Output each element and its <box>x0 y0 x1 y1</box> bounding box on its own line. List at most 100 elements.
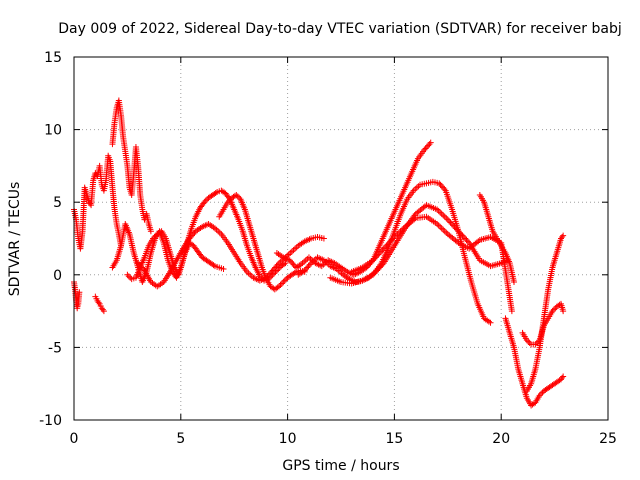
y-tick-label: -10 <box>39 413 62 429</box>
data-point <box>233 191 240 198</box>
data-point-interp <box>450 222 457 229</box>
data-point <box>150 235 157 242</box>
data-point-interp <box>191 229 198 236</box>
data-point-interp <box>425 142 432 149</box>
data-point-interp <box>190 231 197 238</box>
data-point-interp <box>379 247 386 254</box>
data-point <box>286 257 293 264</box>
data-point-interp <box>525 338 532 345</box>
data-point <box>220 265 227 272</box>
series-arc9 <box>273 139 434 278</box>
x-tick-label: 25 <box>599 431 617 447</box>
data-point-interp <box>438 183 445 190</box>
data-point <box>549 308 556 315</box>
data-point <box>135 260 142 267</box>
data-point <box>370 271 377 278</box>
data-point <box>511 279 518 286</box>
data-point <box>560 232 567 239</box>
data-point-interp <box>267 270 274 277</box>
data-point-interp <box>443 229 450 236</box>
y-tick-label: 10 <box>44 123 62 139</box>
data-point-interp <box>448 220 455 227</box>
data-point-interp <box>188 232 195 239</box>
x-tick-label: 15 <box>385 431 403 447</box>
data-point-interp <box>462 235 469 242</box>
data-point <box>280 279 287 286</box>
data-point-interp <box>460 234 467 241</box>
data-point <box>380 245 387 252</box>
data-point-interp <box>379 261 386 268</box>
data-point-interp <box>288 258 295 265</box>
data-point <box>301 267 308 274</box>
data-point-interp <box>438 225 445 232</box>
data-point-interp <box>452 225 459 232</box>
data-point-interp <box>550 306 557 313</box>
y-tick-label: 5 <box>53 195 62 211</box>
data-point-interp <box>278 280 285 287</box>
data-point-interp <box>526 340 533 347</box>
data-point <box>224 199 231 206</box>
data-point-interp <box>383 242 390 249</box>
data-point <box>186 235 193 242</box>
data-point <box>508 308 515 315</box>
data-point-interp <box>378 248 385 255</box>
data-point-interp <box>234 193 241 200</box>
data-point <box>269 267 276 274</box>
data-point-interp <box>464 238 471 245</box>
data-point-interp <box>426 141 433 148</box>
data-point-interp <box>375 251 382 258</box>
data-point-interp <box>376 250 383 257</box>
data-point-interp <box>151 234 158 241</box>
series-arc1 <box>71 152 124 252</box>
x-axis: 0 5 10 15 20 25 <box>70 57 617 447</box>
x-tick-label: 0 <box>70 431 79 447</box>
data-point <box>523 337 530 344</box>
data-point-interp <box>291 269 298 276</box>
data-point <box>536 392 543 399</box>
data-point-interp <box>559 374 566 381</box>
data-point-interp <box>277 281 284 288</box>
data-point-interp <box>289 260 296 267</box>
chart-title: Day 009 of 2022, Sidereal Day-to-day VTE… <box>58 21 621 37</box>
data-point-interp <box>372 268 379 275</box>
data-point-interp <box>463 236 470 243</box>
plot-frame <box>73 56 609 421</box>
series-arc16 <box>523 232 567 394</box>
data-point-interp <box>99 306 106 313</box>
data-point-interp <box>437 209 444 216</box>
data-point-interp <box>272 264 279 271</box>
data-point-interp <box>388 236 395 243</box>
data-point-interp <box>441 213 448 220</box>
data-point-interp <box>384 241 391 248</box>
data-point-interp <box>270 265 277 272</box>
data-point-interp <box>440 212 447 219</box>
data-point-interp <box>202 197 209 204</box>
data-point-interp <box>454 226 461 233</box>
data-point-interp <box>441 186 448 193</box>
data-point-interp <box>281 261 288 268</box>
data-point-interp <box>438 210 445 217</box>
data-point-interp <box>382 244 389 251</box>
y-axis-label: SDTVAR / TECUs <box>7 182 23 297</box>
data-point-interp <box>559 234 566 241</box>
data-point <box>560 308 567 315</box>
data-point <box>427 139 434 146</box>
series-arc13 <box>476 191 518 286</box>
data-point <box>276 283 283 290</box>
data-point-interp <box>305 263 312 270</box>
data-point-interp <box>138 264 145 271</box>
data-point-interp <box>423 144 430 151</box>
y-tick-label: -5 <box>48 340 62 356</box>
data-point-interp <box>458 231 465 238</box>
data-point <box>100 308 107 315</box>
series-arc10 <box>295 178 494 326</box>
data-point-interp <box>440 184 447 191</box>
data-point-interp <box>372 254 379 261</box>
x-axis-label: GPS time / hours <box>282 458 399 474</box>
data-point-interp <box>212 190 219 197</box>
data-point <box>444 216 451 223</box>
series-arc2 <box>71 279 83 312</box>
data-point-interp <box>437 223 444 230</box>
data-point <box>455 228 462 235</box>
data-point <box>436 180 443 187</box>
